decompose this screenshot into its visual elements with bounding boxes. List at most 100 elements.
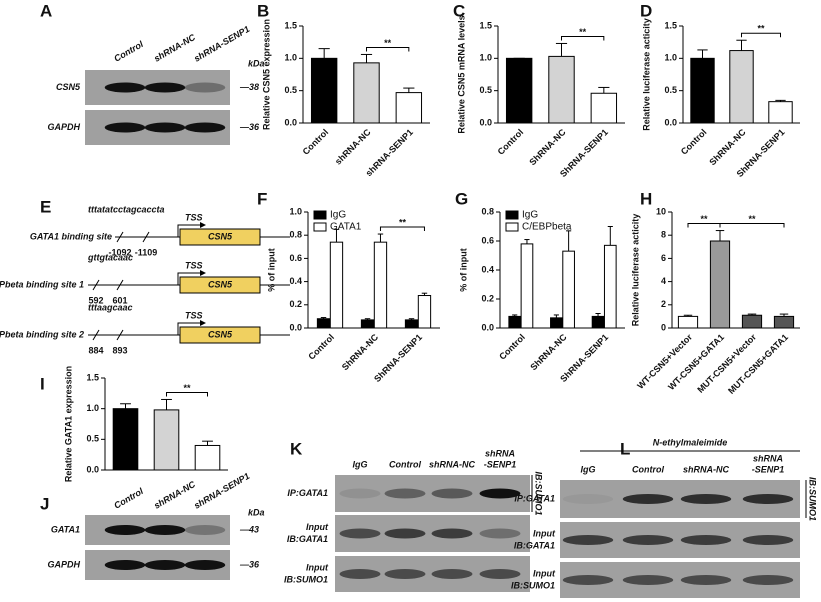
x-tick-label: ShRNA-SENP1 bbox=[372, 332, 424, 384]
tss-head bbox=[200, 270, 206, 276]
error-bar bbox=[566, 230, 572, 252]
gene-label: CSN5 bbox=[208, 279, 233, 289]
lane-label: shRNA-NC bbox=[152, 479, 197, 511]
significance-label: ** bbox=[700, 214, 708, 224]
x-tick-label: ShRNA-NC bbox=[528, 332, 569, 373]
bar bbox=[603, 244, 617, 329]
error-bar bbox=[320, 317, 327, 319]
error-bar bbox=[202, 440, 213, 446]
site-sequence: tttatatcctagcaccta bbox=[88, 204, 165, 214]
error-bar bbox=[555, 42, 568, 57]
gene-box bbox=[179, 276, 261, 294]
x-tick-label: Control bbox=[679, 127, 709, 157]
band bbox=[384, 488, 426, 499]
band bbox=[622, 494, 674, 504]
y-tick-label: 0.5 bbox=[86, 434, 99, 444]
x-tick-label: Control bbox=[497, 332, 527, 362]
site-position: 893 bbox=[112, 345, 127, 355]
lane-label: shRNA-NC bbox=[429, 459, 475, 469]
panel-letter: I bbox=[40, 374, 45, 393]
x-tick-label: ShRNA-NC bbox=[527, 127, 568, 168]
bar bbox=[404, 319, 419, 329]
bar bbox=[417, 295, 432, 329]
error-bar bbox=[736, 39, 747, 51]
bar bbox=[153, 409, 180, 471]
bar bbox=[194, 444, 221, 471]
tss-arrow bbox=[177, 272, 200, 285]
band bbox=[104, 525, 146, 535]
bar bbox=[316, 318, 331, 329]
lane-label: Control bbox=[112, 39, 145, 64]
bar bbox=[112, 408, 139, 471]
y-tick-label: 1.0 bbox=[86, 403, 99, 413]
lane-label: IgG bbox=[581, 464, 596, 474]
tss-label: TSS bbox=[185, 310, 203, 320]
bar bbox=[690, 57, 715, 124]
y-tick-label: 0.5 bbox=[664, 85, 677, 95]
kda-marker: —36 bbox=[239, 559, 260, 569]
band bbox=[562, 494, 614, 504]
band bbox=[184, 122, 226, 133]
bar bbox=[505, 57, 533, 124]
row-label: GAPDH bbox=[47, 559, 80, 569]
error-bar bbox=[553, 314, 559, 318]
significance-bracket bbox=[379, 226, 425, 232]
site-position: -1092 bbox=[108, 247, 131, 257]
band bbox=[431, 569, 473, 579]
site-label: C/EBPbeta binding site 1 bbox=[0, 279, 84, 289]
x-tick-label: shRNA-NC bbox=[333, 127, 373, 167]
y-tick-label: 1.5 bbox=[284, 20, 297, 30]
site-sequence: gttgtacaac bbox=[87, 252, 133, 262]
row-label: Input bbox=[533, 528, 556, 538]
legend-label: GATA1 bbox=[330, 222, 362, 233]
band bbox=[742, 535, 794, 545]
y-tick-label: 0.0 bbox=[284, 117, 297, 127]
significance-label: ** bbox=[748, 214, 756, 224]
site-tick bbox=[116, 329, 124, 341]
y-axis-title: Relative luciferase acticity bbox=[641, 18, 651, 131]
y-tick-label: 10 bbox=[656, 206, 666, 216]
significance-bracket bbox=[687, 223, 721, 228]
lane-label: shRNA-NC bbox=[683, 464, 729, 474]
site-tick bbox=[92, 329, 100, 341]
legend-swatch bbox=[313, 210, 327, 220]
x-tick-label: Control bbox=[301, 127, 331, 157]
error-bar bbox=[360, 53, 373, 63]
bar bbox=[520, 243, 534, 329]
bar bbox=[591, 315, 605, 329]
site-position: 601 bbox=[112, 295, 127, 305]
gene-box bbox=[179, 228, 261, 246]
error-bar bbox=[421, 292, 428, 296]
y-tick-label: 8 bbox=[661, 230, 666, 240]
lane-label: shRNA bbox=[485, 448, 515, 458]
panel-letter: C bbox=[453, 1, 465, 20]
kda-marker: —36 bbox=[239, 122, 260, 132]
row-label: Input bbox=[306, 522, 329, 532]
row-label: IP:GATA1 bbox=[514, 493, 555, 503]
y-tick-label: 1.0 bbox=[664, 53, 677, 63]
site-label: GATA1 binding site bbox=[30, 231, 112, 241]
significance-label: ** bbox=[399, 217, 407, 227]
y-tick-label: 1.5 bbox=[664, 20, 677, 30]
error-bar bbox=[697, 49, 708, 59]
lane-label: shRNA-NC bbox=[152, 32, 197, 64]
legend-swatch bbox=[505, 222, 519, 232]
band bbox=[184, 525, 226, 535]
y-axis-title: Relative GATA1 expression bbox=[63, 366, 73, 482]
x-tick-label: Control bbox=[496, 127, 526, 157]
row-label: GATA1 bbox=[51, 524, 80, 534]
bar bbox=[395, 92, 423, 124]
band bbox=[562, 575, 614, 585]
bar bbox=[590, 92, 618, 124]
y-tick-label: 6 bbox=[661, 253, 666, 263]
band bbox=[184, 82, 226, 93]
y-tick-label: 0.5 bbox=[479, 85, 492, 95]
band bbox=[680, 494, 732, 504]
x-tick-label: ShRNA-NC bbox=[340, 332, 381, 373]
significance-bracket bbox=[741, 32, 781, 38]
lane-label: IgG bbox=[353, 459, 368, 469]
band bbox=[680, 535, 732, 545]
row-label: IB:SUMO1 bbox=[284, 574, 328, 584]
site-tick bbox=[116, 279, 124, 291]
